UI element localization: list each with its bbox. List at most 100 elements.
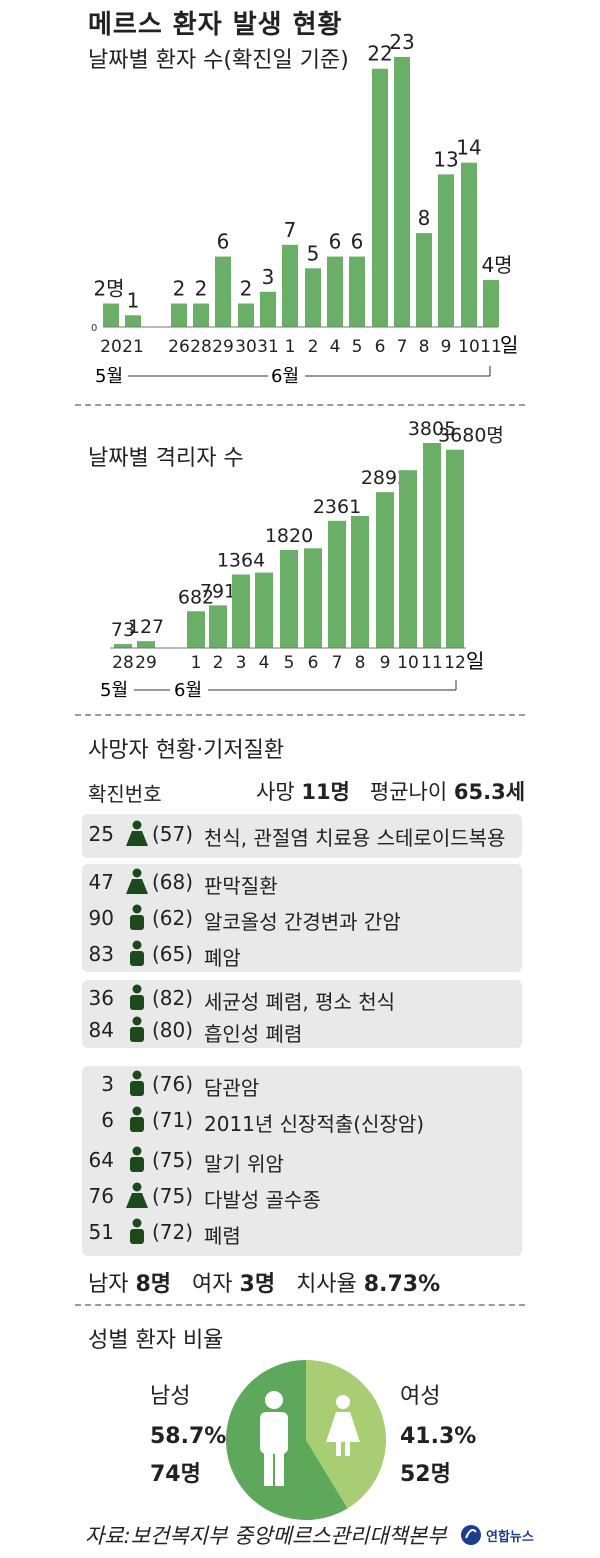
chart1-bar [416, 233, 432, 327]
separator-1 [75, 404, 525, 406]
chart1-bar [193, 303, 209, 327]
chart2-value-label: 3805 [408, 418, 456, 440]
death-disease: 폐암 [204, 946, 241, 970]
chart1-bar [394, 57, 410, 327]
female-person-icon [126, 1182, 148, 1208]
death-disease: 판막질환 [204, 874, 278, 898]
chart1-value-label: 4명 [481, 253, 512, 277]
chart1-value-label: 22 [367, 42, 392, 66]
chart1-bar [215, 256, 231, 327]
chart1-value-label: 14 [456, 136, 481, 160]
death-case-number: 76 [88, 1184, 114, 1208]
female-pct: 41.3% [400, 1424, 477, 1449]
female-person-icon [126, 868, 148, 894]
death-case-number: 36 [88, 986, 114, 1010]
death-row: 64 (75) 말기 위암 [82, 1144, 522, 1178]
male-figure-icon [260, 1391, 288, 1486]
chart1-bar [260, 291, 276, 327]
death-case-number: 25 [88, 822, 114, 846]
chart2-bar [255, 572, 273, 648]
chart1-bar [461, 162, 477, 327]
chart1-tick-label: 4 [330, 337, 341, 357]
chart1-bar [171, 303, 187, 327]
female-count: 52명 [400, 1462, 451, 1487]
chart1-value-label: 6 [329, 230, 342, 254]
chart2-value-label: 127 [128, 616, 164, 638]
chart1-tick-label: 20 [100, 337, 122, 357]
death-disease: 폐렴 [204, 1224, 241, 1248]
chart2-value-label: 3680명 [438, 425, 504, 447]
chart2-bar [209, 605, 227, 648]
death-case-number: 6 [101, 1108, 114, 1132]
chart1-value-label: 23 [389, 30, 414, 54]
chart1-value-label: 2 [240, 277, 253, 301]
death-age: (72) [152, 1220, 194, 1244]
death-age: (76) [152, 1072, 194, 1096]
death-row: 90 (62) 알코올성 간경변과 간암 [82, 902, 522, 936]
chart2-tick-label: 4 [259, 653, 270, 673]
death-row: 76 (75) 다발성 골수종 [82, 1180, 522, 1214]
chart2-tick-label: 7 [332, 653, 343, 673]
death-age: (65) [152, 942, 194, 966]
death-row: 47 (68) 판막질환 [82, 866, 522, 900]
chart1-bar [372, 68, 388, 327]
female-value: 3명 [239, 1272, 276, 1297]
chart2-value-label: 2892 [361, 467, 409, 489]
death-case-number: 47 [88, 870, 114, 894]
chart2-tick-label: 1 [191, 653, 202, 673]
male-pct: 58.7% [150, 1424, 227, 1449]
death-case-number: 64 [88, 1148, 114, 1172]
death-age: (68) [152, 870, 194, 894]
death-age: (82) [152, 986, 194, 1010]
chart1-value-label: 2 [173, 277, 186, 301]
death-row: 83 (65) 폐암 [82, 938, 522, 972]
death-row: 3 (76) 담관암 [82, 1068, 522, 1102]
male-person-icon [130, 1218, 144, 1244]
chart2-value-label: 1364 [217, 550, 265, 572]
chart1-tick-label: 30 [235, 337, 257, 357]
death-age: (62) [152, 906, 194, 930]
deaths-group-4 [82, 1066, 522, 1256]
yonhap-logo: 연합뉴스 [460, 1522, 560, 1548]
chart2-month-may: 5월 [100, 680, 128, 701]
chart1-tick-label: 1 [285, 337, 296, 357]
deaths-group-3 [82, 980, 522, 1048]
death-row: 6 (71) 2011년 신장적출(신장암) [82, 1104, 522, 1138]
chart1-bar [349, 256, 365, 327]
death-age: (75) [152, 1184, 194, 1208]
death-age: (80) [152, 1018, 194, 1042]
death-disease: 알코올성 간경변과 간암 [204, 910, 401, 934]
chart2-bar [423, 443, 441, 648]
chart1-bar [103, 303, 119, 327]
chart1-tick-label: 10 [458, 337, 480, 357]
male-person-icon [130, 1070, 144, 1096]
death-case-number: 84 [88, 1018, 114, 1042]
fatality-value: 8.73% [363, 1272, 441, 1297]
chart1-value-label: 3 [262, 265, 275, 289]
death-row: 25 (57) 천식, 관절염 치료용 스테로이드복용 [82, 818, 522, 852]
chart2-month-jun: 6월 [174, 680, 202, 701]
chart1-tick-label: 2 [308, 337, 319, 357]
chart2-value-label: 1820 [265, 525, 313, 547]
death-disease: 다발성 골수종 [204, 1188, 321, 1212]
death-disease: 세균성 폐렴, 평소 천식 [204, 990, 396, 1014]
death-age: (71) [152, 1108, 194, 1132]
chart1-tick-label: 9 [441, 337, 452, 357]
death-case-number: 3 [101, 1072, 114, 1096]
chart1-tick-label: 31 [257, 337, 279, 357]
chart1-bar [327, 256, 343, 327]
chart1-tick-label: 8 [419, 337, 430, 357]
male-person-icon [130, 1016, 144, 1042]
chart1-month-jun: 6월 [271, 366, 299, 387]
chart2-bar [114, 644, 132, 648]
chart1-bar [483, 280, 499, 327]
death-disease: 담관암 [204, 1076, 260, 1100]
chart2-tick-label: 8 [355, 653, 366, 673]
fatality-label: 치사율 [296, 1272, 357, 1297]
chart1-tick-label: 28 [190, 337, 212, 357]
death-disease: 말기 위암 [204, 1152, 284, 1176]
summary-death-value: 11명 [301, 780, 350, 804]
chart2-tick-label: 6 [308, 653, 319, 673]
chart2-tick-label: 28 [112, 653, 134, 673]
chart1-value-label: 6 [217, 230, 230, 254]
